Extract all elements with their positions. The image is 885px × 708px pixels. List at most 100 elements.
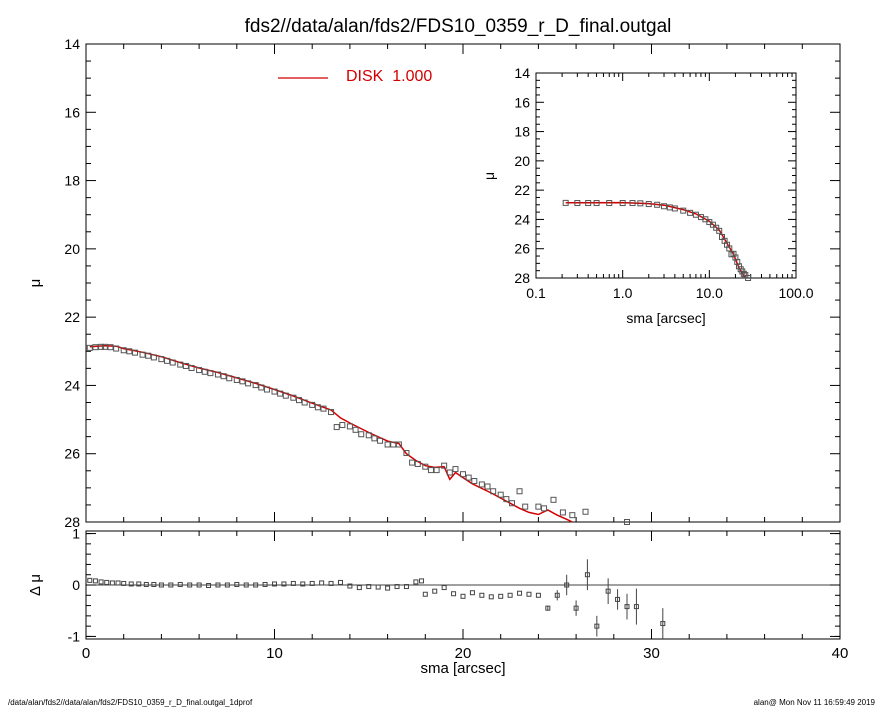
residual-point — [605, 588, 611, 594]
inset-data-point — [585, 200, 592, 207]
residual-point — [469, 590, 475, 596]
residual-point — [187, 582, 193, 588]
data-point — [409, 459, 416, 466]
main-panel: 14 16 18 20 22 24 26 28 μ DISK 1.000 — [27, 36, 841, 530]
data-point — [452, 466, 459, 473]
inset-data-point — [645, 201, 652, 208]
residual-point — [196, 582, 202, 588]
data-point — [132, 349, 139, 356]
inset-ytick-label: 24 — [514, 211, 530, 227]
residual-point — [366, 584, 372, 590]
inset-data-point — [654, 201, 661, 208]
data-point — [358, 431, 365, 438]
data-point — [320, 405, 327, 412]
inset-data-point — [629, 200, 636, 207]
residual-point — [460, 593, 466, 599]
inset-model-line — [565, 201, 746, 279]
data-point — [86, 344, 93, 351]
inset-ytick-label: 16 — [514, 94, 530, 110]
data-point — [422, 463, 429, 470]
residual-point — [272, 581, 277, 587]
data-point — [233, 376, 240, 383]
data-point — [346, 423, 353, 430]
inset-data-point — [671, 205, 678, 212]
data-point — [92, 344, 99, 351]
inset-xtick-label: 1.0 — [613, 285, 633, 301]
x-tick-label: 0 — [82, 645, 90, 662]
residual-point — [498, 593, 504, 599]
main-ytick-label: 24 — [64, 377, 80, 393]
data-point — [188, 365, 195, 372]
residual-point — [615, 596, 621, 602]
residual-point — [281, 581, 287, 587]
residual-point — [104, 579, 110, 585]
residual-point — [158, 582, 164, 588]
residual-point — [584, 572, 590, 578]
data-point — [113, 345, 120, 352]
data-point — [314, 404, 321, 411]
residual-point — [253, 582, 259, 588]
data-point — [441, 462, 448, 469]
residual-ytick-label: 0 — [72, 577, 80, 593]
data-point — [427, 467, 434, 474]
inset-data-point — [661, 203, 668, 210]
residual-point — [309, 580, 315, 586]
residual-point — [98, 579, 104, 585]
data-point — [328, 409, 335, 416]
residual-point — [109, 580, 115, 586]
main-ytick-label: 18 — [64, 173, 80, 189]
data-point — [377, 437, 384, 444]
inset-data-point — [726, 245, 733, 252]
inset-ytick-label: 14 — [514, 65, 530, 81]
inset-data-point — [745, 275, 752, 281]
residual-point — [422, 591, 428, 597]
main-ytick-label: 20 — [64, 241, 80, 257]
data-point — [252, 382, 259, 389]
residual-point — [177, 581, 183, 587]
data-point — [371, 435, 378, 442]
data-point — [164, 357, 171, 364]
data-point — [497, 491, 504, 498]
data-point — [541, 505, 548, 512]
residual-point — [115, 580, 121, 586]
data-point — [352, 426, 359, 433]
x-tick-label: 30 — [643, 645, 660, 662]
data-point — [433, 467, 440, 474]
data-point — [196, 367, 203, 374]
main-ytick-label: 14 — [64, 36, 80, 52]
residual-point — [234, 581, 240, 587]
residual-point — [573, 605, 579, 611]
data-point — [395, 441, 402, 448]
residual-point — [535, 592, 541, 598]
residual-point — [136, 581, 142, 587]
data-point — [169, 359, 176, 366]
residual-point — [215, 582, 221, 588]
inset-data-point — [734, 258, 741, 265]
data-point — [522, 503, 529, 510]
data-point — [390, 441, 397, 448]
inset-ytick-label: 28 — [514, 270, 530, 286]
residual-point — [403, 584, 409, 590]
inset-data-point — [562, 199, 569, 206]
data-point — [258, 384, 265, 391]
main-ytick-label: 22 — [64, 309, 80, 325]
data-point — [484, 483, 491, 490]
residual-point — [419, 578, 425, 584]
data-point — [120, 347, 127, 354]
data-point — [550, 496, 557, 503]
residual-ytick-label: 1 — [72, 526, 80, 542]
inset-data-point — [574, 200, 581, 207]
legend-label: DISK 1.000 — [346, 68, 432, 85]
footer-path: /data/alan/fds2//data/alan/fds2/FDS10_03… — [8, 698, 253, 707]
residual-panel: 10-1 0 10 20 30 40 Δ μ sma [arcsec] — [27, 526, 848, 677]
data-point — [460, 471, 466, 478]
data-point — [150, 354, 157, 361]
disk-model-line — [89, 345, 573, 523]
data-point — [214, 371, 221, 378]
main-ytick-label: 26 — [64, 446, 80, 462]
data-point — [245, 380, 252, 387]
inset-ytick-label: 22 — [514, 182, 530, 198]
chart-title: fds2//data/alan/fds2/FDS10_0359_r_D_fina… — [245, 16, 672, 37]
residual-point — [151, 581, 157, 587]
